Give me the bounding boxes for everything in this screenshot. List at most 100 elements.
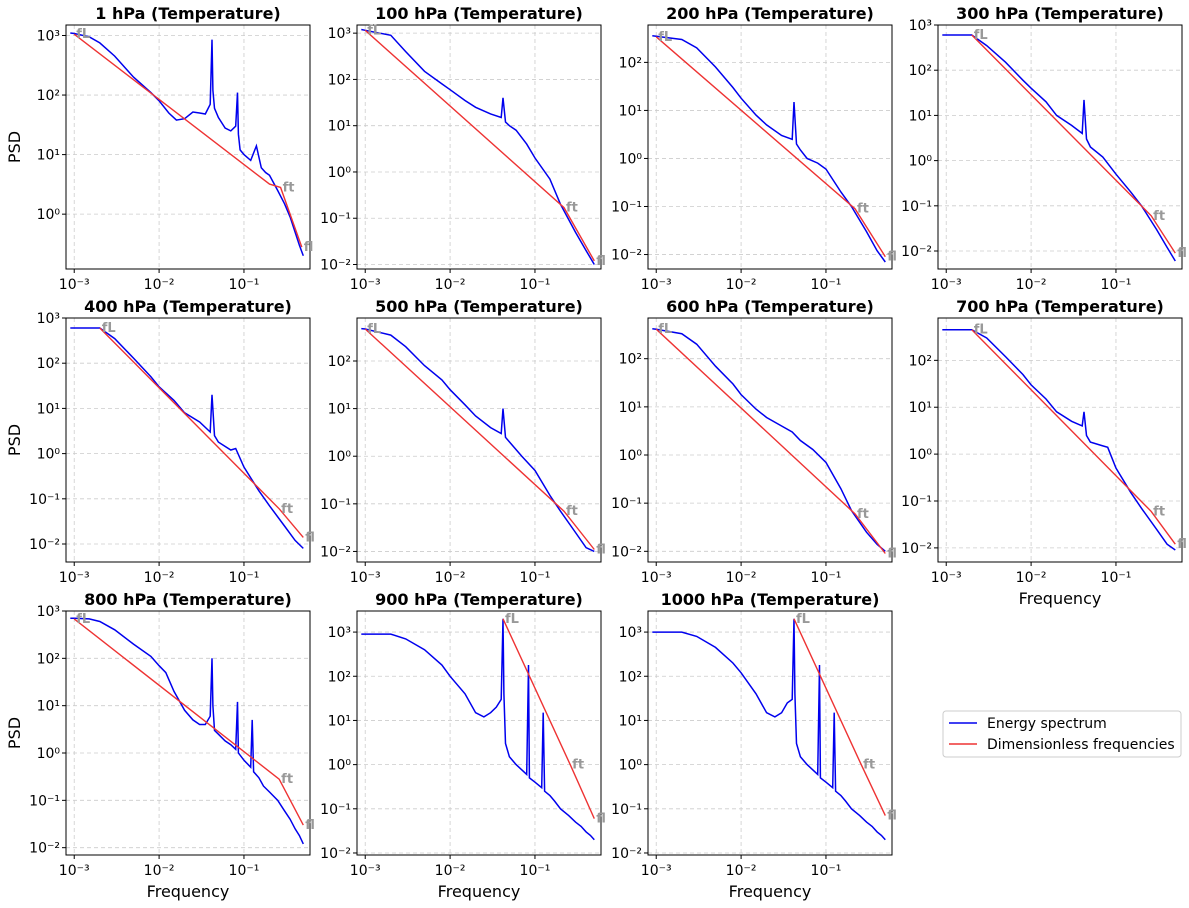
y-tick-label: 10⁻¹: [29, 793, 60, 809]
frequency-marker-label: fL: [367, 23, 381, 38]
y-tick-label: 10²: [37, 88, 60, 104]
chart-title: 300 hPa (Temperature): [956, 4, 1164, 23]
y-tick-label: 10³: [328, 26, 351, 42]
dimensionless-frequency-line: [364, 328, 595, 550]
y-tick-label: 10⁰: [328, 758, 352, 774]
legend: Energy spectrum Dimensionless frequencie…: [942, 710, 1182, 758]
x-tick-label: 10⁻²: [144, 863, 175, 879]
x-tick-label: 10⁻²: [435, 570, 466, 586]
frequency-marker-label: ft: [857, 202, 869, 217]
x-axis-label: Frequency: [438, 882, 521, 901]
frequency-marker-label: fl: [596, 812, 606, 827]
y-tick-label: 10²: [619, 352, 642, 368]
y-tick-label: 10²: [909, 63, 932, 79]
chart-title: 800 hPa (Temperature): [84, 590, 292, 609]
x-tick-label: 10⁻²: [726, 277, 757, 293]
y-tick-label: 10¹: [328, 402, 351, 418]
y-tick-label: 10³: [619, 625, 642, 641]
frequency-marker-label: fl: [305, 818, 315, 833]
y-tick-label: 10⁻²: [320, 258, 351, 274]
frequency-marker-label: fL: [974, 28, 988, 43]
y-tick-label: 10⁻¹: [611, 199, 642, 215]
frequency-marker-label: ft: [572, 758, 584, 773]
y-tick-label: 10³: [37, 28, 60, 44]
frequency-marker-label: ft: [283, 181, 295, 196]
x-tick-label: 10⁻¹: [229, 277, 260, 293]
legend-frame: [942, 710, 1182, 758]
frequency-marker-label: fl: [305, 530, 315, 545]
x-tick-label: 10⁻¹: [811, 277, 842, 293]
y-tick-label: 10⁻¹: [29, 492, 60, 508]
chart-panel: 10⁻³ 10⁻² 10⁻¹ 10⁻² 10⁻¹ 10⁰ 10¹ 10² fL ft fl 500 h…: [320, 297, 606, 586]
x-tick-label: 10⁻²: [1016, 570, 1047, 586]
dimensionless-frequency-line: [971, 34, 1176, 254]
plot-frame: [65, 24, 311, 270]
x-tick-label: 10⁻²: [435, 863, 466, 879]
y-tick-label: 10¹: [619, 103, 642, 119]
frequency-marker-label: fl: [887, 809, 897, 824]
x-axis-label: Frequency: [147, 882, 230, 901]
x-tick-label: 10⁻²: [1016, 277, 1047, 293]
y-tick-label: 10⁻¹: [611, 496, 642, 512]
dimensionless-frequency-line: [655, 36, 886, 258]
x-tick-label: 10⁻¹: [520, 570, 551, 586]
y-tick-label: 10⁻¹: [320, 497, 351, 513]
frequency-marker-label: ft: [1153, 504, 1165, 519]
y-tick-label: 10³: [328, 625, 351, 641]
x-tick-label: 10⁻¹: [229, 570, 260, 586]
y-tick-label: 10¹: [909, 400, 932, 416]
x-tick-label: 10⁻³: [931, 570, 962, 586]
x-tick-label: 10⁻²: [144, 277, 175, 293]
chart-title: 1 hPa (Temperature): [95, 4, 280, 23]
frequency-marker-label: fl: [887, 547, 897, 562]
energy-spectrum-line: [361, 28, 595, 265]
dimensionless-frequency-line: [73, 618, 304, 826]
y-tick-label: 10⁰: [909, 154, 933, 170]
y-tick-label: 10⁻¹: [320, 802, 351, 818]
y-tick-label: 10⁰: [37, 746, 61, 762]
chart-title: 400 hPa (Temperature): [84, 297, 292, 316]
y-tick-label: 10⁻²: [611, 544, 642, 560]
x-tick-label: 10⁻²: [144, 570, 175, 586]
y-tick-label: 10²: [909, 353, 932, 369]
dimensionless-frequency-line: [502, 618, 595, 819]
frequency-marker-label: fl: [304, 240, 314, 255]
x-axis-label: Frequency: [729, 882, 812, 901]
x-tick-label: 10⁻³: [59, 277, 90, 293]
y-tick-label: 10⁰: [37, 447, 61, 463]
frequency-marker-label: fL: [505, 612, 519, 627]
y-tick-label: 10¹: [37, 148, 60, 164]
dimensionless-frequency-line: [655, 328, 886, 554]
y-tick-label: 10⁻²: [901, 244, 932, 260]
energy-spectrum-line: [70, 327, 304, 549]
x-tick-label: 10⁻³: [641, 277, 672, 293]
x-tick-label: 10⁻²: [726, 570, 757, 586]
y-tick-label: 10³: [37, 604, 60, 620]
x-tick-label: 10⁻³: [350, 863, 381, 879]
plot-frame: [937, 317, 1183, 563]
frequency-marker-label: fL: [76, 27, 90, 42]
y-tick-label: 10¹: [37, 699, 60, 715]
energy-spectrum-line: [70, 32, 305, 257]
frequency-marker-label: fL: [658, 30, 672, 45]
y-tick-label: 10²: [328, 669, 351, 685]
chart-title: 600 hPa (Temperature): [666, 297, 874, 316]
y-tick-label: 10²: [37, 356, 60, 372]
plot-frame: [65, 317, 311, 563]
y-tick-label: 10²: [328, 72, 351, 88]
frequency-marker-label: fl: [887, 250, 897, 265]
energy-spectrum-line: [70, 617, 304, 845]
y-tick-label: 10¹: [37, 401, 60, 417]
frequency-marker-label: fL: [658, 322, 672, 337]
y-tick-label: 10¹: [619, 400, 642, 416]
frequency-marker-label: ft: [281, 772, 293, 787]
dimensionless-frequency-line: [793, 618, 886, 816]
frequency-marker-label: ft: [566, 201, 578, 216]
chart-panel: 10⁻³ 10⁻² 10⁻¹ 10⁻² 10⁻¹ 10⁰ 10¹ 10² fL ft fl 700 h…: [901, 297, 1187, 608]
plot-frame: [356, 317, 602, 563]
chart-panel: 10⁻³ 10⁻² 10⁻¹ 10⁻² 10⁻¹ 10⁰ 10¹ 10² 10³ fL ft fl 80…: [5, 590, 315, 901]
